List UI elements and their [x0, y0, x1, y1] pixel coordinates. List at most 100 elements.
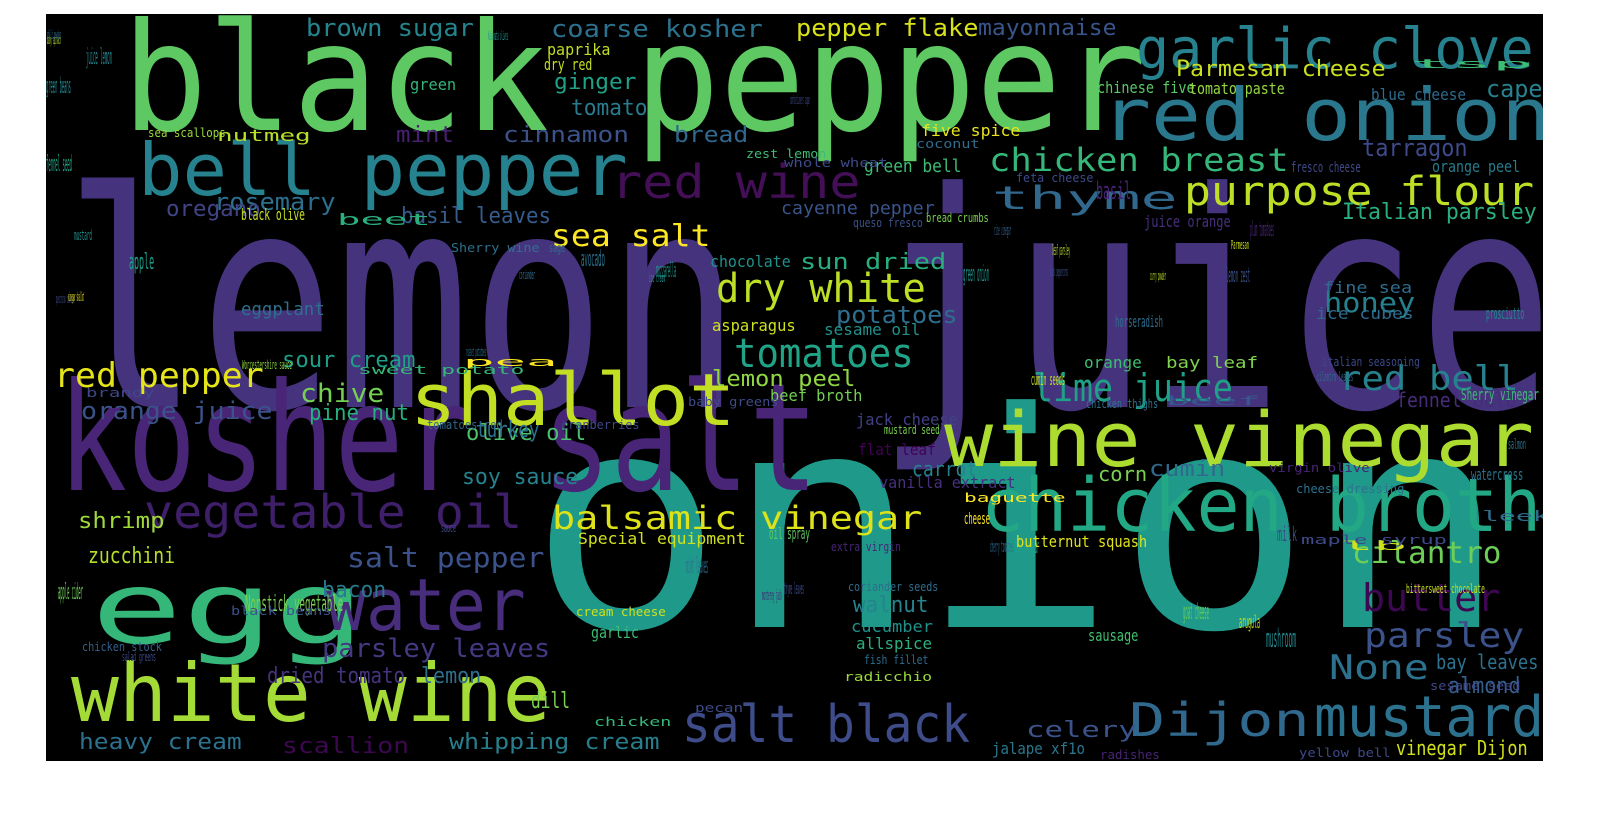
cloud-word: Parmesan	[1231, 238, 1249, 252]
cloud-word: ice cream	[649, 271, 666, 285]
cloud-word: pepper flake	[796, 14, 979, 42]
cloud-word: lime juice	[1033, 366, 1233, 410]
cloud-word: chive	[300, 379, 385, 409]
cloud-word: olive oil	[466, 421, 587, 446]
cloud-word: sun dried	[800, 250, 947, 275]
cloud-word: None	[1329, 648, 1429, 688]
cloud-word: tomatoes	[734, 331, 914, 377]
cloud-word: mustard	[74, 228, 93, 244]
cloud-word: brown sugar	[306, 14, 474, 42]
cloud-word: wine vinegar	[944, 395, 1535, 484]
cloud-word: leek	[1482, 509, 1543, 525]
cloud-word: Italian parsley	[1342, 200, 1537, 225]
cloud-word: kosher salt	[58, 352, 819, 526]
cloud-word: russet potatoes	[466, 345, 487, 359]
cloud-word: mustard	[1314, 685, 1543, 750]
cloud-word: cumin	[1149, 457, 1226, 482]
cloud-word: turkey	[476, 418, 540, 443]
cloud-word: whipping cream	[449, 730, 660, 755]
cloud-word: prosciutto	[1486, 304, 1525, 323]
cloud-word: baguette	[964, 491, 1066, 505]
cloud-word: chocolate	[710, 252, 791, 271]
cloud-word: cheese	[964, 509, 990, 528]
cloud-word: cheese dressing	[1296, 482, 1405, 496]
cloud-word: red wine	[611, 155, 861, 209]
cloud-word: water	[326, 563, 526, 647]
cloud-word: fennel seed	[46, 152, 72, 177]
cloud-word: green beans	[46, 74, 71, 99]
cloud-word: lemon	[421, 664, 482, 689]
cloud-word: lemon zest	[1226, 263, 1251, 287]
cloud-word: bread crumbs	[926, 211, 989, 225]
cloud-word: cherry tomatoes	[990, 537, 1014, 556]
cloud-word: extra virgin	[831, 540, 901, 554]
cloud-word: chicken	[594, 715, 672, 729]
cloud-word: carrot	[912, 457, 978, 481]
cloud-word: vanilla extract	[879, 473, 1016, 492]
cloud-word: bread	[674, 123, 749, 148]
cloud-word: queso fresco	[853, 216, 923, 230]
word-cloud: lemon juice onion black pepper kosher salt e…	[46, 14, 1543, 761]
cloud-word: apple	[129, 250, 155, 275]
cloud-word: white wine	[71, 647, 551, 740]
cloud-word: mint	[396, 123, 454, 148]
cloud-word: coriander seeds	[848, 580, 939, 594]
cloud-word: red bell	[1339, 359, 1519, 399]
cloud-word: honey	[1324, 286, 1416, 319]
cloud-word: fennel bulb	[1396, 388, 1517, 412]
cloud-word: juice orange	[1144, 212, 1231, 231]
cloud-word: pea	[463, 355, 558, 369]
cloud-word: bittersweet chocolate	[1406, 582, 1485, 596]
cloud-word: Kalamata olives	[488, 29, 509, 43]
cloud-word: bacon	[322, 578, 387, 603]
cloud-word: dry red	[544, 55, 593, 74]
cloud-word: feta cheese	[1016, 171, 1094, 185]
cloud-word: purpose flour	[1184, 169, 1535, 215]
cloud-word: rice vinegar	[994, 223, 1012, 239]
cloud-word: bell pepper	[138, 128, 628, 212]
cloud-word: sesame seed	[1430, 679, 1521, 693]
cloud-word: sesame oil	[824, 320, 921, 339]
cloud-word: dried tomato	[267, 664, 405, 689]
cloud-word: Special equipment	[578, 529, 746, 548]
cloud-word: coconut	[916, 137, 980, 151]
cloud-word: Sherry vinegar	[1461, 385, 1539, 404]
cloud-word: red onion	[1101, 73, 1543, 157]
cloud-word: green	[410, 75, 457, 94]
cloud-word: mozzarella	[656, 258, 677, 282]
cloud-word: bay leaf	[1166, 353, 1259, 372]
cloud-word: horseradish	[1115, 312, 1163, 331]
cloud-word: beet	[337, 210, 431, 229]
cloud-word: salt pepper	[347, 541, 545, 574]
cloud-word: cayenne pepper	[781, 198, 935, 219]
cloud-word: lemon peel	[712, 367, 856, 392]
cloud-word: tsp	[1410, 57, 1534, 71]
cloud-word: black peppercorns	[1050, 265, 1068, 279]
cloud-word: cinnamon	[503, 123, 629, 148]
cloud-word: lb	[1340, 539, 1408, 553]
cloud-word: sauce	[441, 521, 457, 535]
cloud-word: fish fillet	[864, 653, 929, 667]
cloud-word: ginger	[554, 70, 637, 95]
cloud-word: curry powder	[1150, 269, 1166, 283]
cloud-word: heavy cream	[79, 730, 242, 755]
cloud-word: cranberries	[561, 418, 640, 432]
cloud-word: Dijon	[1129, 693, 1310, 747]
cloud-word: ice cubes	[1316, 304, 1414, 323]
cloud-word: parsley leaves	[322, 634, 551, 664]
cloud-word: sour cream	[282, 348, 416, 373]
cloud-word: chicken broth	[981, 463, 1542, 549]
cloud-word: beef	[1166, 394, 1261, 408]
cloud-word: paprika	[547, 40, 611, 59]
cloud-word: tomato	[571, 96, 648, 121]
cloud-word: salt black	[682, 695, 971, 755]
cloud-word: butternut squash	[1016, 532, 1148, 551]
cloud-word: oil spray	[769, 524, 810, 543]
cloud-word: milk	[1277, 522, 1298, 546]
cloud-word: mushroom	[1266, 624, 1297, 654]
cloud-word: pine nut	[309, 401, 409, 426]
cloud-word: onion	[528, 349, 1509, 698]
cloud-word: basil leaves	[401, 204, 551, 229]
cloud-word: black olive	[241, 205, 305, 224]
cloud-word: beef broth	[770, 386, 863, 405]
